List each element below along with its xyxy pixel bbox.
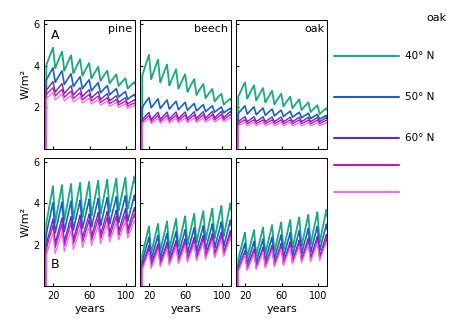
Text: A: A: [51, 29, 59, 42]
X-axis label: years: years: [170, 304, 201, 314]
Text: beech: beech: [194, 24, 228, 34]
Text: oak: oak: [304, 24, 324, 34]
Text: oak: oak: [426, 13, 446, 23]
Text: 40° N: 40° N: [405, 52, 434, 62]
Y-axis label: W/m²: W/m²: [21, 207, 30, 237]
Y-axis label: W/m²: W/m²: [21, 69, 30, 99]
Text: 50° N: 50° N: [405, 92, 434, 102]
Text: pine: pine: [108, 24, 132, 34]
X-axis label: years: years: [74, 304, 105, 314]
X-axis label: years: years: [266, 304, 297, 314]
Text: B: B: [51, 258, 59, 271]
Text: 60° N: 60° N: [405, 133, 434, 143]
